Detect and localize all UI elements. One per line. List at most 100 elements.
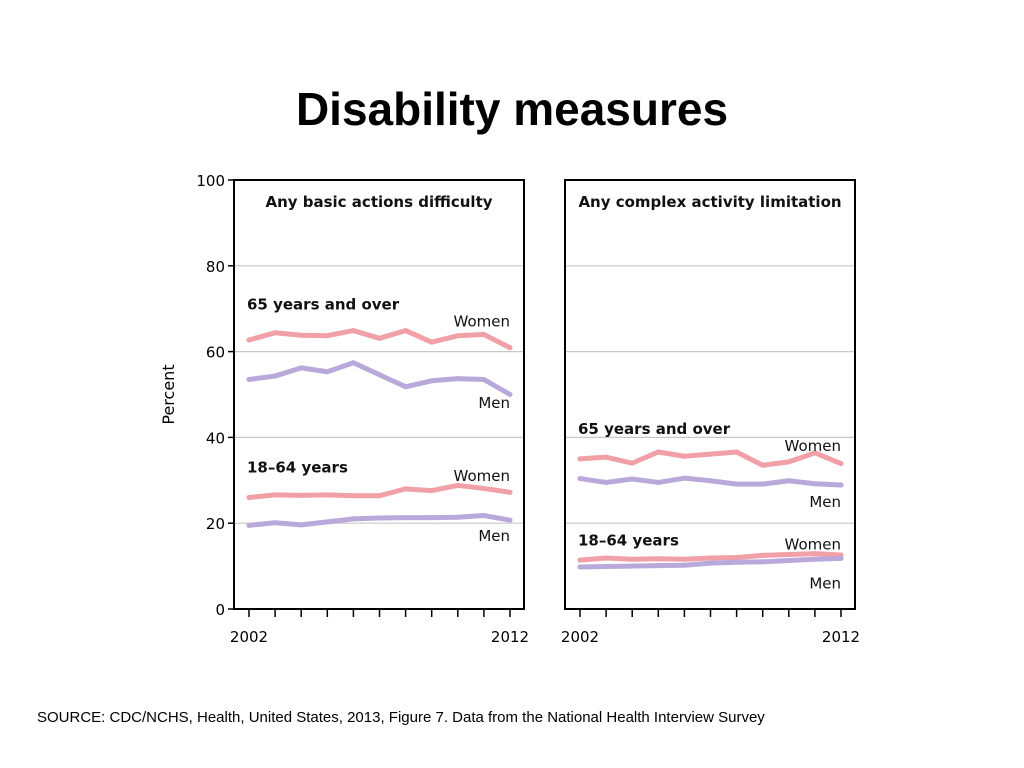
data-point [272, 373, 278, 379]
data-point [481, 331, 487, 337]
data-point [681, 562, 687, 568]
data-point [246, 494, 252, 500]
source-note: SOURCE: CDC/NCHS, Health, United States,… [37, 709, 765, 726]
data-point [455, 514, 461, 520]
group-label: 18–64 years [247, 458, 348, 476]
data-point [507, 392, 513, 397]
data-point [246, 337, 252, 343]
data-point [377, 515, 382, 521]
data-point [629, 563, 635, 569]
data-point [760, 462, 766, 468]
data-point [403, 515, 409, 521]
data-point [324, 369, 330, 375]
data-point [629, 476, 635, 482]
series-line-men [246, 360, 513, 397]
data-point [812, 551, 818, 557]
data-point [786, 478, 792, 484]
data-point [324, 333, 330, 339]
data-point [298, 492, 304, 498]
data-point [655, 449, 661, 455]
data-point [734, 481, 740, 487]
x-tick-label: 2012 [822, 628, 860, 646]
data-point [403, 384, 409, 390]
data-point [812, 481, 818, 487]
data-point [760, 559, 766, 565]
data-point [507, 489, 513, 495]
data-point [350, 516, 356, 522]
series-label-women: Women [454, 467, 510, 485]
y-axis-title: Percent [159, 364, 178, 424]
data-point [403, 486, 409, 492]
y-tick-label: 100 [196, 172, 225, 190]
data-point [272, 520, 278, 526]
chart-panel-1: 0 20 40 60 80 100 2002 2012 Percent Any basic act… [159, 172, 529, 646]
data-point [246, 522, 252, 528]
data-point [681, 453, 687, 459]
slide-title: Disability measures [295, 83, 729, 135]
series-label-women: Women [785, 437, 841, 455]
data-point [350, 360, 356, 366]
data-point [246, 376, 252, 382]
y-tick-label: 60 [206, 344, 225, 362]
y-tick-label: 80 [206, 258, 225, 276]
data-point [298, 365, 304, 371]
data-point [377, 493, 382, 499]
data-point [377, 372, 382, 378]
data-point [603, 454, 609, 460]
data-point [655, 479, 661, 485]
series-label-women: Women [785, 536, 841, 554]
data-point [350, 328, 356, 334]
data-point [734, 559, 740, 565]
chart-panel-2: 2002 2012 Any complex activity limitation 6… [561, 179, 860, 646]
data-point [838, 482, 844, 488]
data-point [681, 475, 687, 481]
data-point [603, 564, 609, 570]
data-point [577, 476, 583, 482]
data-point [603, 555, 609, 561]
panel-title: Any complex activity limitation [578, 193, 841, 211]
data-point [324, 519, 330, 525]
series-label-men: Men [809, 574, 841, 592]
data-point [786, 552, 792, 558]
data-point [481, 485, 487, 491]
data-point [272, 492, 278, 498]
data-point [377, 335, 382, 341]
y-tick-label: 40 [206, 429, 225, 447]
series-label-men: Men [809, 493, 841, 511]
data-point [760, 552, 766, 558]
data-point [577, 564, 583, 570]
data-point [708, 555, 713, 561]
x-tick-label: 2012 [491, 628, 529, 646]
data-point [812, 556, 818, 562]
data-point [760, 481, 766, 487]
y-tick-label: 0 [215, 601, 225, 619]
series-label-men: Men [478, 394, 510, 412]
data-point [403, 328, 409, 334]
data-point [655, 556, 661, 562]
group-label: 65 years and over [247, 295, 400, 313]
data-point [734, 449, 740, 455]
x-tick-label: 2002 [230, 628, 268, 646]
data-point [455, 333, 461, 339]
data-point [629, 556, 635, 562]
data-point [681, 556, 687, 562]
data-point [429, 488, 435, 494]
data-point [786, 558, 792, 564]
data-point [708, 478, 713, 484]
data-point [838, 555, 844, 561]
data-point [455, 482, 461, 488]
group-label: 65 years and over [578, 420, 731, 438]
data-point [838, 461, 844, 467]
panel-title: Any basic actions difficulty [265, 193, 492, 211]
data-point [786, 459, 792, 465]
data-point [507, 517, 513, 523]
data-point [455, 376, 461, 382]
data-point [350, 493, 356, 499]
x-tick-label: 2002 [561, 628, 599, 646]
series-label-men: Men [478, 527, 510, 545]
data-point [481, 376, 487, 382]
data-point [298, 522, 304, 528]
y-tick-label: 20 [206, 515, 225, 533]
data-point [708, 451, 713, 457]
